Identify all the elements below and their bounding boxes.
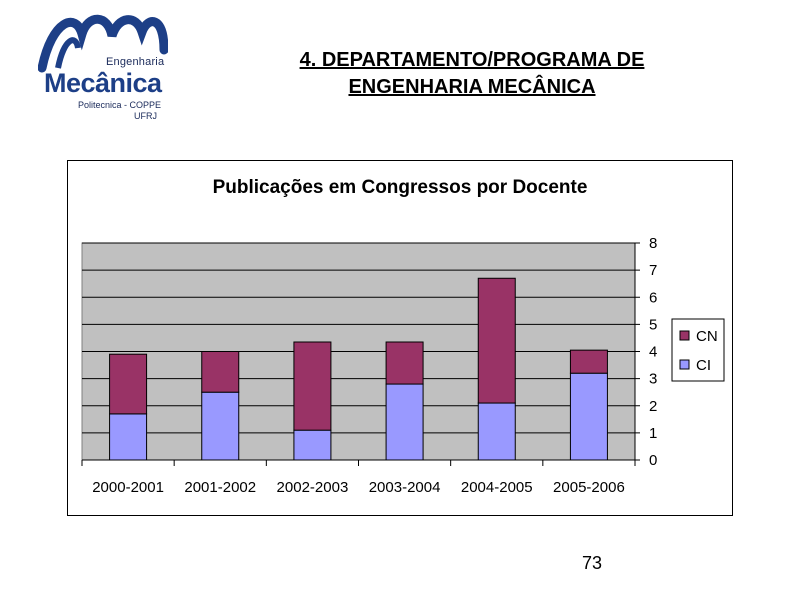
bar-cn [109, 353, 148, 415]
y-tick-label: 5 [649, 316, 657, 333]
y-tick-label: 6 [649, 289, 657, 306]
legend-swatch-cn [679, 330, 690, 341]
legend-label-cn: CN [696, 328, 718, 345]
y-tick-label: 3 [649, 371, 657, 388]
bar-cn [569, 349, 608, 374]
logo-sub-text: Politecnica - COPPE [78, 100, 162, 110]
stacked-bar-chart: Publicações em Congressos por Docente 0 1 2… [81, 177, 725, 496]
bar-cn [293, 341, 332, 431]
bar-ci [201, 391, 240, 461]
slide-title-line-2: ENGENHARIA MECÂNICA [348, 76, 596, 98]
chart-container: Publicações em Congressos por Docente 0 1 2… [67, 160, 733, 516]
logo-top-text: Engenharia [106, 56, 165, 68]
x-tick-label: 2000-2001 [92, 479, 164, 496]
y-tick-label: 1 [649, 425, 657, 442]
legend-box [671, 318, 725, 382]
x-tick-label: 2002-2003 [277, 479, 349, 496]
bar-cn [201, 351, 240, 393]
y-tick-label: 0 [649, 452, 657, 469]
y-tick-label: 7 [649, 262, 657, 279]
y-tick-label: 4 [649, 344, 657, 361]
logo: Engenharia Mecânica Politecnica - COPPE … [38, 10, 168, 122]
bar-ci [385, 383, 424, 461]
page-number: 73 [582, 553, 603, 573]
logo-main-text: Mecânica [44, 68, 162, 98]
y-tick-label: 2 [649, 398, 657, 415]
chart-title: Publicações em Congressos por Docente [213, 177, 588, 198]
y-tick-label: 8 [649, 235, 657, 252]
bar-cn [477, 277, 516, 404]
x-tick-label: 2003-2004 [369, 479, 441, 496]
x-tick-label: 2001-2002 [184, 479, 256, 496]
bar-cn [385, 341, 424, 385]
bar-ci [477, 402, 516, 461]
x-tick-label: 2004-2005 [461, 479, 533, 496]
bar-ci [109, 413, 148, 461]
logo-arches-graphic [38, 14, 168, 73]
legend-swatch-ci [679, 359, 690, 370]
legend-label-ci: CI [696, 357, 711, 374]
x-tick-label: 2005-2006 [553, 479, 625, 496]
slide-title: 4. DEPARTAMENTO/PROGRAMA DE ENGENHARIA M… [222, 47, 722, 101]
logo-sub-text-2: UFRJ [134, 111, 157, 121]
bar-ci [293, 429, 332, 461]
slide-title-line-1: 4. DEPARTAMENTO/PROGRAMA DE [299, 49, 645, 71]
bar-ci [569, 372, 608, 461]
